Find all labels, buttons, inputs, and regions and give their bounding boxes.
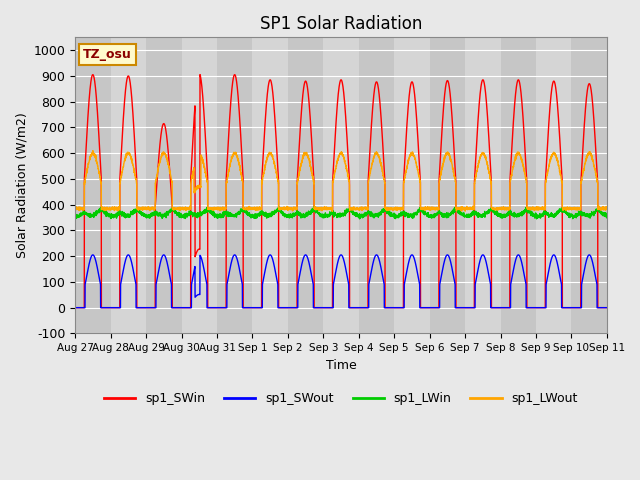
Line: sp1_LWout: sp1_LWout (75, 151, 607, 211)
sp1_SWin (167, 181, 175, 187)
Y-axis label: Solar Radiation (W/m2): Solar Radiation (W/m2) (15, 112, 28, 258)
sp1_SWout (71, 305, 79, 311)
Bar (323, 37, 359, 334)
sp1_LWout (460, 206, 468, 212)
sp1_LWin (490, 208, 498, 214)
sp1_LWin (431, 211, 438, 217)
sp1_LWout (71, 206, 79, 212)
sp1_LWout (321, 206, 329, 212)
sp1_LWout (431, 207, 438, 213)
sp1_SWout (460, 305, 468, 311)
Bar (146, 37, 182, 334)
sp1_SWin (196, 72, 204, 77)
Bar (111, 37, 146, 334)
sp1_LWin (310, 204, 318, 209)
sp1_SWin (603, 305, 611, 311)
sp1_SWout (602, 305, 610, 311)
Bar (394, 37, 429, 334)
sp1_SWout (167, 278, 175, 284)
sp1_SWout (321, 305, 329, 311)
X-axis label: Time: Time (326, 359, 356, 372)
sp1_SWin (602, 305, 610, 311)
Bar (500, 37, 536, 334)
sp1_LWout (89, 148, 97, 154)
sp1_LWin (321, 215, 329, 220)
sp1_SWout (431, 305, 438, 311)
sp1_LWout (167, 173, 175, 179)
Bar (182, 37, 217, 334)
sp1_LWin (167, 207, 175, 213)
sp1_LWin (603, 214, 611, 220)
sp1_LWin (603, 213, 611, 218)
Bar (75, 37, 111, 334)
Bar (359, 37, 394, 334)
Bar (572, 37, 607, 334)
sp1_SWin (321, 305, 329, 311)
Line: sp1_SWout: sp1_SWout (75, 255, 607, 308)
sp1_SWout (490, 305, 498, 311)
Line: sp1_SWin: sp1_SWin (75, 74, 607, 308)
Legend: sp1_SWin, sp1_SWout, sp1_LWin, sp1_LWout: sp1_SWin, sp1_SWout, sp1_LWin, sp1_LWout (99, 387, 583, 410)
sp1_SWin (460, 305, 468, 311)
sp1_LWout (328, 208, 336, 214)
Bar (252, 37, 288, 334)
sp1_SWout (89, 252, 97, 258)
sp1_LWin (71, 212, 79, 217)
Bar (536, 37, 572, 334)
sp1_LWout (490, 205, 498, 211)
sp1_LWin (356, 216, 364, 222)
Bar (465, 37, 500, 334)
Line: sp1_LWin: sp1_LWin (75, 206, 607, 219)
Title: SP1 Solar Radiation: SP1 Solar Radiation (260, 15, 422, 33)
sp1_LWout (603, 205, 611, 211)
sp1_LWout (603, 205, 611, 211)
sp1_SWin (71, 305, 79, 311)
Bar (217, 37, 252, 334)
Text: TZ_osu: TZ_osu (83, 48, 132, 61)
sp1_LWin (460, 214, 468, 219)
Bar (429, 37, 465, 334)
sp1_SWin (431, 305, 438, 311)
sp1_SWin (490, 305, 498, 311)
sp1_SWout (603, 305, 611, 311)
Bar (288, 37, 323, 334)
